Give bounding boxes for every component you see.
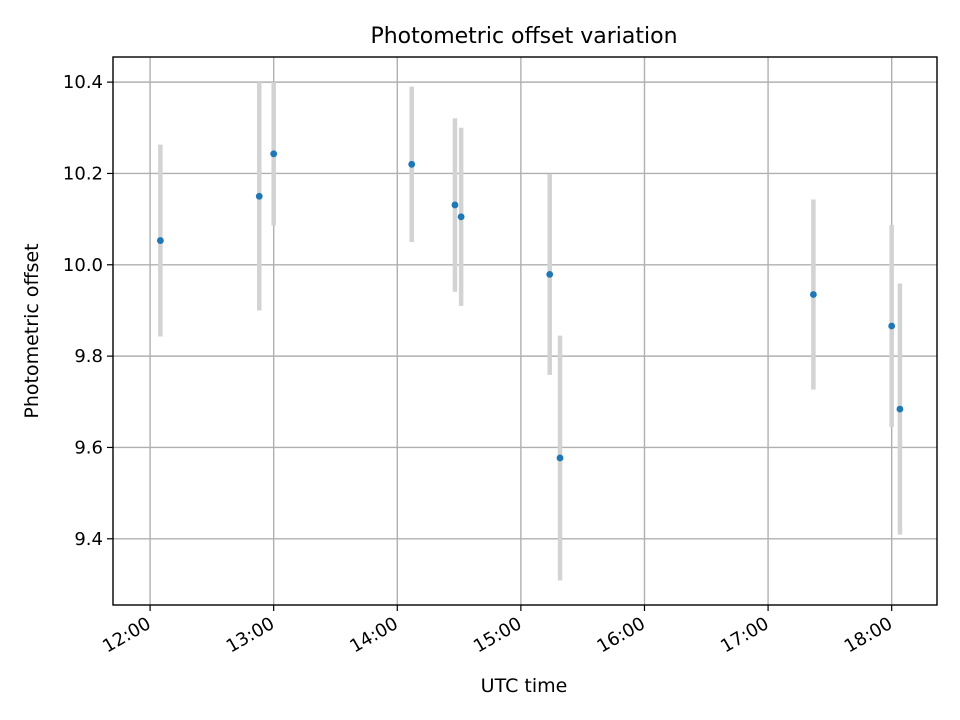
y-tick-label: 9.4 xyxy=(74,529,103,550)
x-tick-label: 12:00 xyxy=(99,613,154,657)
y-tick-label: 10.2 xyxy=(63,163,103,184)
y-axis-label: Photometric offset xyxy=(21,243,43,418)
y-tick-label: 9.6 xyxy=(74,437,103,458)
x-axis-ticks: 12:00 13:00 14:00 15:00 16:00 17:00 18:00 xyxy=(99,605,896,657)
data-points xyxy=(156,150,904,462)
x-tick-label: 17:00 xyxy=(717,613,772,657)
data-point xyxy=(451,201,459,209)
x-tick-label: 15:00 xyxy=(470,613,525,657)
data-point xyxy=(457,213,465,221)
chart-title: Photometric offset variation xyxy=(370,24,677,49)
x-tick-label: 16:00 xyxy=(594,613,649,657)
data-point xyxy=(255,192,263,200)
data-point xyxy=(156,237,164,244)
grid xyxy=(113,57,937,605)
y-tick-label: 9.8 xyxy=(74,346,103,367)
data-point xyxy=(270,150,278,158)
data-point xyxy=(556,454,564,462)
x-tick-label: 13:00 xyxy=(223,613,278,657)
error-bars xyxy=(158,82,903,581)
x-axis-label: UTC time xyxy=(481,675,568,697)
x-tick-label: 18:00 xyxy=(841,613,896,657)
data-point xyxy=(896,405,904,413)
data-point xyxy=(546,270,554,278)
data-point xyxy=(888,322,896,330)
data-point xyxy=(810,291,817,298)
data-point xyxy=(408,160,416,168)
x-tick-label: 14:00 xyxy=(346,613,401,657)
y-axis-ticks: 9.4 9.6 9.8 10.0 10.2 10.4 xyxy=(63,72,113,550)
plot-area-frame xyxy=(112,56,938,606)
y-tick-label: 10.4 xyxy=(63,72,103,93)
y-tick-label: 10.0 xyxy=(63,255,103,276)
